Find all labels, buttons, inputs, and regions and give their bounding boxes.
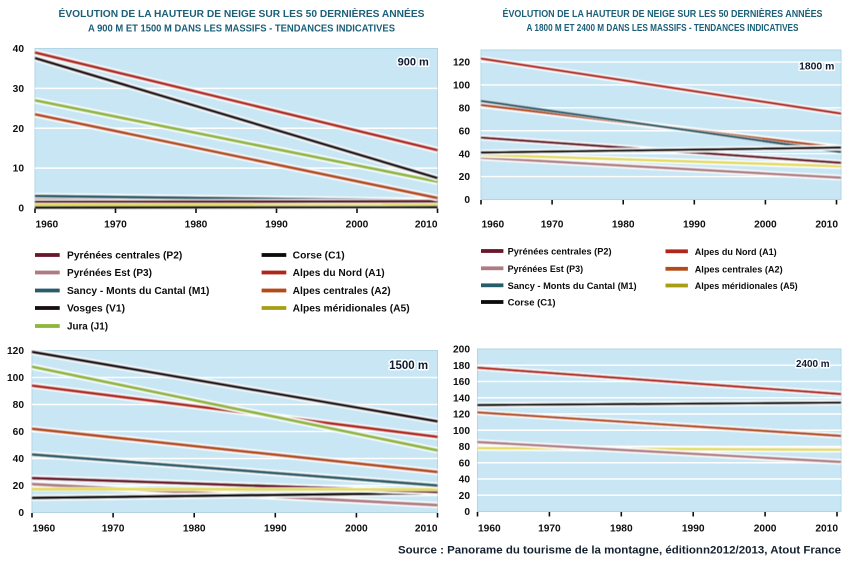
svg-text:0: 0: [464, 507, 470, 518]
svg-text:Sancy - Monts du Cantal (M1): Sancy - Monts du Cantal (M1): [67, 286, 209, 297]
svg-text:120: 120: [453, 410, 470, 421]
svg-text:0: 0: [18, 204, 24, 215]
svg-text:20: 20: [459, 172, 471, 183]
svg-text:100: 100: [453, 81, 470, 92]
svg-text:1980: 1980: [610, 524, 633, 535]
svg-text:30: 30: [13, 84, 25, 95]
svg-text:2000: 2000: [754, 220, 777, 231]
svg-text:60: 60: [459, 126, 471, 137]
svg-text:1970: 1970: [541, 220, 564, 231]
svg-text:1990: 1990: [682, 524, 705, 535]
svg-text:A 1800 M ET 2400 M DANS LES MA: A 1800 M ET 2400 M DANS LES MASSIFS - TE…: [527, 23, 799, 34]
svg-text:Alpes méridionales (A5): Alpes méridionales (A5): [293, 304, 410, 315]
svg-text:Source : Panorame du tourisme: Source : Panorame du tourisme de la mont…: [398, 545, 841, 557]
svg-text:60: 60: [459, 458, 471, 469]
svg-text:20: 20: [13, 124, 25, 135]
svg-text:2010: 2010: [415, 524, 438, 535]
svg-text:900 m: 900 m: [398, 56, 429, 68]
svg-text:2400 m: 2400 m: [796, 359, 830, 370]
svg-text:Pyrénées Est (P3): Pyrénées Est (P3): [508, 264, 583, 274]
svg-text:20: 20: [459, 491, 471, 502]
svg-text:Pyrénées Est (P3): Pyrénées Est (P3): [67, 268, 152, 279]
svg-text:Corse (C1): Corse (C1): [508, 298, 556, 308]
svg-text:120: 120: [453, 58, 470, 69]
svg-text:1500 m: 1500 m: [389, 360, 428, 372]
svg-text:80: 80: [459, 442, 471, 453]
svg-text:1990: 1990: [683, 220, 706, 231]
svg-text:0: 0: [464, 195, 470, 206]
svg-text:1800 m: 1800 m: [799, 61, 834, 72]
svg-text:1980: 1980: [185, 220, 208, 231]
svg-text:200: 200: [453, 345, 470, 356]
svg-text:40: 40: [459, 475, 471, 486]
svg-text:Corse (C1): Corse (C1): [293, 251, 345, 262]
svg-text:ÉVOLUTION DE LA HAUTEUR DE NEI: ÉVOLUTION DE LA HAUTEUR DE NEIGE SUR LES…: [59, 7, 425, 20]
svg-text:Sancy - Monts du Cantal (M1): Sancy - Monts du Cantal (M1): [508, 281, 637, 291]
svg-text:80: 80: [13, 400, 25, 411]
svg-text:2000: 2000: [754, 524, 777, 535]
svg-text:ÉVOLUTION DE LA HAUTEUR DE NEI: ÉVOLUTION DE LA HAUTEUR DE NEIGE SUR LES…: [503, 9, 823, 20]
svg-text:Vosges (V1): Vosges (V1): [67, 304, 125, 315]
svg-text:20: 20: [13, 481, 25, 492]
svg-text:10: 10: [13, 164, 25, 175]
svg-text:Jura (J1): Jura (J1): [67, 322, 108, 333]
svg-text:Pyrénées centrales (P2): Pyrénées centrales (P2): [67, 251, 182, 262]
svg-text:60: 60: [13, 427, 25, 438]
svg-text:0: 0: [18, 508, 24, 519]
svg-text:140: 140: [453, 393, 470, 404]
svg-text:40: 40: [13, 44, 25, 55]
svg-text:1980: 1980: [183, 524, 206, 535]
svg-text:1990: 1990: [265, 220, 288, 231]
svg-text:2010: 2010: [815, 220, 838, 231]
svg-text:160: 160: [453, 377, 470, 388]
svg-text:1970: 1970: [102, 524, 125, 535]
svg-text:1980: 1980: [612, 220, 635, 231]
svg-text:1990: 1990: [264, 524, 287, 535]
svg-text:2000: 2000: [346, 220, 369, 231]
svg-text:80: 80: [459, 104, 471, 115]
svg-text:A 900 M ET 1500 M DANS LES MAS: A 900 M ET 1500 M DANS LES MASSIFS - TEN…: [88, 23, 395, 35]
svg-text:2010: 2010: [815, 524, 838, 535]
svg-text:1960: 1960: [36, 220, 59, 231]
svg-text:Alpes du Nord (A1): Alpes du Nord (A1): [293, 268, 385, 279]
svg-text:Alpes du Nord (A1): Alpes du Nord (A1): [695, 247, 777, 257]
svg-text:Alpes méridionales (A5): Alpes méridionales (A5): [695, 281, 798, 291]
svg-text:Alpes centrales (A2): Alpes centrales (A2): [293, 286, 391, 297]
svg-text:100: 100: [7, 373, 24, 384]
svg-text:1970: 1970: [538, 524, 561, 535]
svg-text:40: 40: [459, 149, 471, 160]
svg-text:1960: 1960: [482, 220, 505, 231]
svg-text:1960: 1960: [33, 524, 56, 535]
svg-text:100: 100: [453, 426, 470, 437]
svg-text:2000: 2000: [345, 524, 368, 535]
svg-text:1960: 1960: [478, 524, 501, 535]
svg-text:Alpes centrales (A2): Alpes centrales (A2): [695, 264, 783, 274]
svg-text:120: 120: [7, 346, 24, 357]
svg-text:Pyrénées centrales (P2): Pyrénées centrales (P2): [508, 247, 612, 257]
svg-text:40: 40: [13, 454, 25, 465]
svg-text:1970: 1970: [104, 220, 127, 231]
svg-text:180: 180: [453, 361, 470, 372]
svg-text:2010: 2010: [415, 220, 438, 231]
